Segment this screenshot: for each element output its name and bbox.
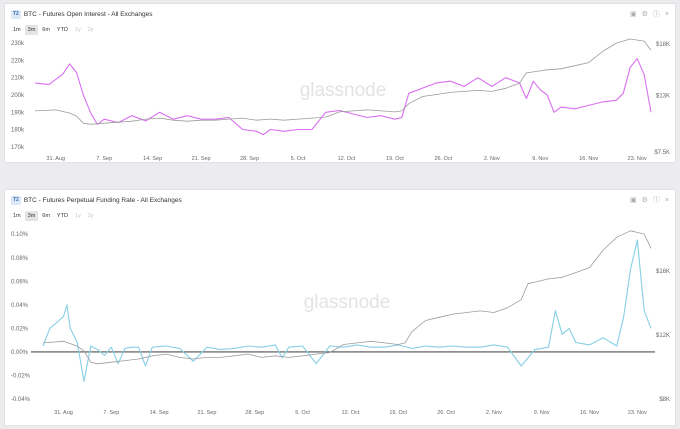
range-button-2y[interactable]: 2y bbox=[87, 27, 94, 33]
series-line-0 bbox=[34, 58, 652, 136]
range-button-1m[interactable]: 1m bbox=[13, 213, 21, 219]
x-tick-label: 2. Nov bbox=[486, 410, 502, 416]
series-line-1 bbox=[34, 38, 652, 125]
range-button-1y[interactable]: 1y bbox=[74, 213, 81, 219]
x-tick-label: 31. Aug bbox=[54, 410, 73, 416]
x-tick-label: 21. Sep bbox=[192, 156, 211, 162]
panel-title-text: BTC - Futures Perpetual Funding Rate - A… bbox=[23, 197, 182, 204]
y-tick-label: 190k bbox=[11, 110, 25, 116]
y-tick-label: 0.02% bbox=[11, 326, 29, 332]
range-button-ytd[interactable]: YTD bbox=[56, 27, 68, 33]
y-right-tick-label: $16K bbox=[656, 269, 670, 275]
x-tick-label: 23. Nov bbox=[628, 156, 647, 162]
y-tick-label: 0.08% bbox=[11, 256, 29, 262]
settings-icon[interactable]: ⚙ bbox=[641, 197, 648, 204]
x-tick-label: 28. Sep bbox=[245, 410, 264, 416]
y-tick-label: 210k bbox=[11, 76, 25, 82]
range-button-6m[interactable]: 6m bbox=[42, 27, 50, 33]
x-tick-label: 14. Sep bbox=[143, 156, 162, 162]
x-tick-label: 12. Oct bbox=[342, 410, 360, 416]
x-tick-label: 7. Sep bbox=[103, 410, 119, 416]
camera-icon[interactable]: ▣ bbox=[630, 11, 637, 18]
open-interest-chart: glassnode 230k 220k 210k 200k 190k 180k 170k 31.… bbox=[11, 38, 670, 162]
y-tick-label: 0.00% bbox=[11, 350, 29, 356]
x-tick-label: 7. Sep bbox=[96, 156, 112, 162]
y-right-tick-label: $8K bbox=[659, 397, 670, 403]
x-tick-label: 21. Sep bbox=[197, 410, 216, 416]
tier-badge: T2 bbox=[11, 196, 21, 205]
range-button-1y[interactable]: 1y bbox=[74, 27, 81, 33]
range-selector: 1m 3m 6m YTD 1y 2y bbox=[10, 211, 98, 221]
settings-icon[interactable]: ⚙ bbox=[641, 11, 648, 18]
close-icon[interactable]: × bbox=[664, 11, 669, 18]
y-tick-label: 0.04% bbox=[11, 303, 29, 309]
panel-title-text: BTC - Futures Open Interest - All Exchan… bbox=[23, 11, 153, 18]
camera-icon[interactable]: ▣ bbox=[630, 197, 637, 204]
range-selector: 1m 3m 6m YTD 1y 2y bbox=[10, 25, 98, 35]
y-tick-label: -0.02% bbox=[11, 373, 31, 379]
x-tick-label: 16. Nov bbox=[579, 156, 598, 162]
watermark: glassnode bbox=[304, 292, 391, 313]
x-tick-label: 16. Nov bbox=[580, 410, 599, 416]
range-button-3m[interactable]: 3m bbox=[24, 211, 39, 221]
y-tick-label: 220k bbox=[11, 58, 25, 64]
series-line-1 bbox=[42, 230, 652, 365]
y-right-tick-label: $12K bbox=[656, 333, 670, 339]
open-interest-panel: T2 BTC - Futures Open Interest - All Exch… bbox=[4, 3, 676, 163]
y-tick-label: 170k bbox=[11, 145, 25, 151]
range-button-ytd[interactable]: YTD bbox=[56, 213, 68, 219]
y-tick-label: 180k bbox=[11, 128, 25, 134]
y-tick-label: -0.04% bbox=[11, 397, 31, 403]
x-tick-label: 31. Aug bbox=[46, 156, 65, 162]
range-button-1m[interactable]: 1m bbox=[13, 27, 21, 33]
funding-rate-panel: T2 BTC - Futures Perpetual Funding Rate -… bbox=[4, 189, 676, 426]
funding-rate-chart: glassnode 0.10% 0.08% 0.06% 0.04% 0.02% 0.00% -… bbox=[11, 230, 670, 416]
close-icon[interactable]: × bbox=[664, 197, 669, 204]
info-icon[interactable]: ⓘ bbox=[652, 197, 660, 204]
x-tick-label: 5. Oct bbox=[291, 156, 306, 162]
x-tick-label: 19. Oct bbox=[389, 410, 407, 416]
x-tick-label: 9. Nov bbox=[532, 156, 548, 162]
panel-title: T2 BTC - Futures Open Interest - All Exch… bbox=[11, 9, 152, 21]
panel-title: T2 BTC - Futures Perpetual Funding Rate -… bbox=[11, 195, 182, 207]
y-right-tick-label: $13K bbox=[656, 94, 670, 100]
x-tick-label: 19. Oct bbox=[386, 156, 404, 162]
x-tick-label: 26. Oct bbox=[434, 156, 452, 162]
x-tick-label: 12. Oct bbox=[338, 156, 356, 162]
y-right-tick-label: $7.5K bbox=[654, 150, 670, 156]
x-tick-label: 28. Sep bbox=[240, 156, 259, 162]
y-right-tick-label: $18K bbox=[656, 42, 670, 48]
panel-actions: ▣ ⚙ ⓘ × bbox=[625, 9, 669, 21]
x-tick-label: 23. Nov bbox=[628, 410, 647, 416]
range-button-3m[interactable]: 3m bbox=[24, 25, 39, 35]
x-tick-label: 2. Nov bbox=[484, 156, 500, 162]
panel-actions: ▣ ⚙ ⓘ × bbox=[625, 195, 669, 207]
y-tick-label: 0.10% bbox=[11, 232, 29, 238]
info-icon[interactable]: ⓘ bbox=[652, 11, 660, 18]
range-button-6m[interactable]: 6m bbox=[42, 213, 50, 219]
x-tick-label: 5. Oct bbox=[295, 410, 310, 416]
x-tick-label: 9. Nov bbox=[534, 410, 550, 416]
y-tick-label: 230k bbox=[11, 41, 25, 47]
y-tick-label: 0.06% bbox=[11, 279, 29, 285]
tier-badge: T2 bbox=[11, 10, 21, 19]
x-tick-label: 14. Sep bbox=[150, 410, 169, 416]
watermark: glassnode bbox=[300, 80, 387, 101]
range-button-2y[interactable]: 2y bbox=[87, 213, 94, 219]
x-tick-label: 26. Oct bbox=[437, 410, 455, 416]
y-tick-label: 200k bbox=[11, 93, 25, 99]
